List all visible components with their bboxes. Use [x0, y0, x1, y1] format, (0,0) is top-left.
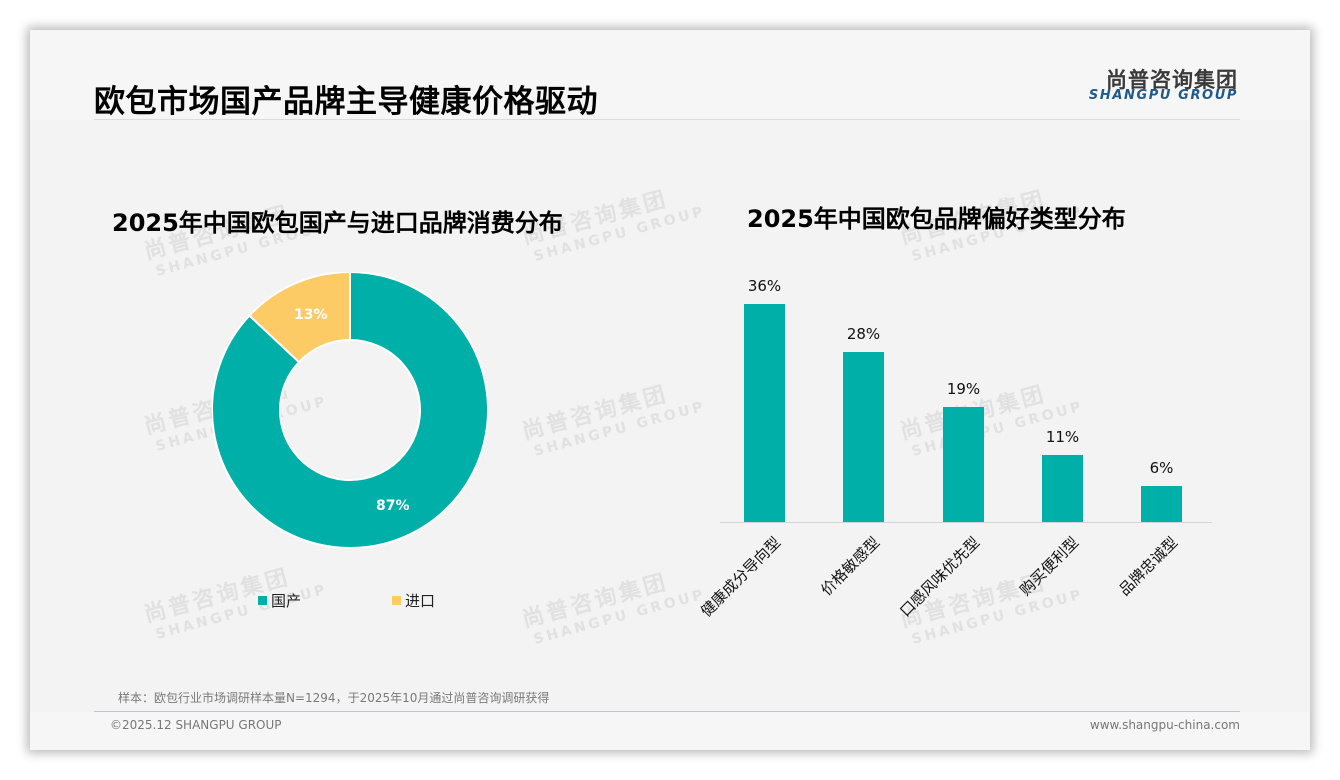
- legend-swatch-teal: [258, 596, 267, 605]
- bar: [943, 406, 984, 522]
- legend-swatch-yellow: [392, 596, 401, 605]
- footer-divider: [94, 711, 1240, 712]
- footer-band: [30, 712, 1310, 750]
- logo-chinese: 尚普咨询集团: [1106, 68, 1238, 92]
- website-link[interactable]: www.shangpu-china.com: [1089, 718, 1240, 732]
- pie-chart-title: 2025年中国欧包国产与进口品牌消费分布: [112, 209, 563, 237]
- sample-footnote: 样本：欧包行业市场调研样本量N=1294，于2025年10月通过尚普咨询调研获得: [118, 691, 550, 705]
- legend-label: 进口: [405, 592, 436, 610]
- bar: [1042, 455, 1083, 522]
- x-axis-label: 口感风味优先型: [896, 533, 984, 621]
- donut-chart: [212, 272, 488, 548]
- bar-value-label: 19%: [946, 379, 981, 398]
- donut-slice: [247, 272, 351, 364]
- donut-slice: [212, 272, 488, 548]
- logo-english: SHANGPU GROUP: [1088, 88, 1238, 103]
- x-axis-label: 品牌忠诚型: [1115, 533, 1182, 600]
- header-divider: [94, 119, 1240, 120]
- x-axis-label: 购买便利型: [1016, 533, 1083, 600]
- bar-value-label: 28%: [846, 325, 881, 344]
- legend-label: 国产: [271, 592, 302, 610]
- pie-label-domestic: 87%: [376, 498, 410, 514]
- x-axis-label: 健康成分导向型: [697, 533, 785, 621]
- bar: [843, 352, 884, 522]
- x-axis-label: 价格敏感型: [817, 533, 884, 600]
- bar-value-label: 36%: [747, 277, 782, 295]
- bar-value-label: 6%: [1149, 458, 1174, 477]
- x-axis-line: [720, 522, 1212, 523]
- legend-item-domestic: 国产: [258, 590, 301, 611]
- slide: 欧包市场国产品牌主导健康价格驱动 尚普咨询集团 SHANGPU GROUP 尚普…: [30, 30, 1310, 750]
- bar-value-label: 11%: [1045, 428, 1080, 447]
- legend-item-imported: 进口: [392, 590, 435, 611]
- bar: [1141, 485, 1182, 522]
- copyright-text: ©2025.12 SHANGPU GROUP: [110, 718, 282, 732]
- bar: [744, 304, 785, 522]
- page-title: 欧包市场国产品牌主导健康价格驱动: [94, 84, 598, 120]
- header-band: [30, 30, 1310, 120]
- pie-label-imported: 13%: [294, 307, 328, 323]
- bar-chart-title: 2025年中国欧包品牌偏好类型分布: [747, 205, 1126, 233]
